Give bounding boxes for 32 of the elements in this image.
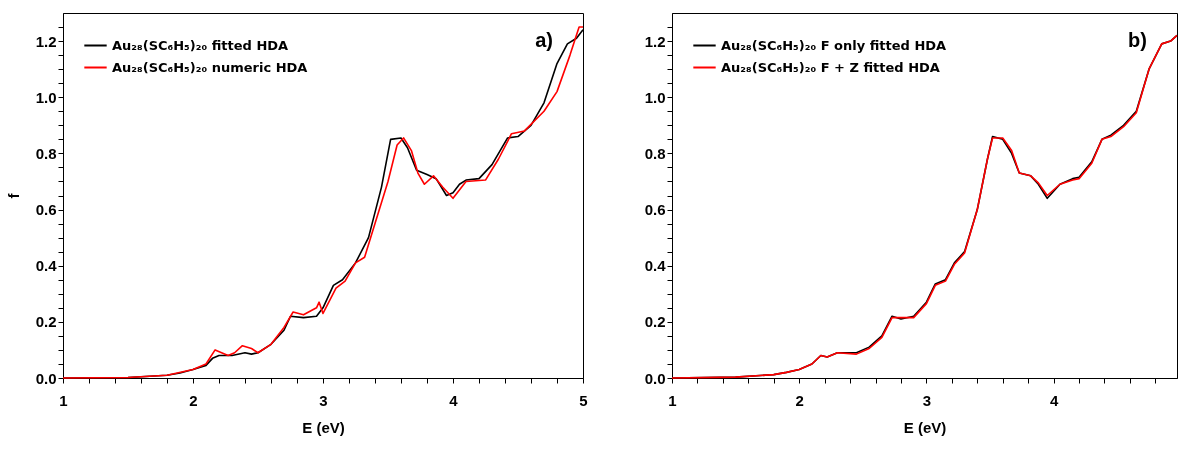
x-axis-title: E (eV): [302, 418, 345, 436]
x-tick-label: 3: [319, 391, 328, 409]
y-tick-label: 0.2: [35, 313, 57, 331]
x-tick-label: 3: [922, 391, 932, 409]
y-tick-label: 1.2: [35, 32, 57, 50]
y-tick-label: 0.0: [35, 369, 57, 387]
x-tick-label: 5: [579, 391, 588, 409]
y-tick-label: 0.0: [644, 369, 666, 387]
legend-label: Au₂₈(SC₆H₅)₂₀ F + Z fitted HDA: [721, 59, 940, 75]
y-tick-label: 0.2: [644, 313, 666, 331]
x-tick-label: 2: [189, 391, 198, 409]
y-tick-label: 0.6: [644, 201, 666, 219]
legend-label: Au₂₈(SC₆H₅)₂₀ fitted HDA: [112, 37, 289, 53]
x-tick-label: 2: [795, 391, 804, 409]
y-tick-label: 1.0: [644, 88, 666, 106]
y-tick-label: 0.4: [644, 257, 667, 275]
y-tick-label: 1.0: [35, 88, 57, 106]
annotation: a): [535, 29, 553, 51]
legend-label: Au₂₈(SC₆H₅)₂₀ numeric HDA: [112, 59, 308, 75]
x-tick-label: 1: [668, 391, 677, 409]
x-tick-label: 1: [59, 391, 68, 409]
y-tick-label: 0.8: [644, 144, 666, 162]
annotation: b): [1128, 29, 1147, 51]
y-tick-label: 0.6: [35, 201, 57, 219]
x-tick-label: 4: [1049, 391, 1059, 409]
legend-label: Au₂₈(SC₆H₅)₂₀ F only fitted HDA: [721, 37, 947, 53]
y-tick-label: 0.4: [35, 257, 58, 275]
x-axis-title: E (eV): [903, 418, 947, 436]
y-tick-label: 0.8: [35, 144, 57, 162]
y-tick-label: 1.2: [644, 32, 666, 50]
x-tick-label: 4: [449, 391, 459, 409]
y-axis-title: f: [4, 192, 22, 199]
